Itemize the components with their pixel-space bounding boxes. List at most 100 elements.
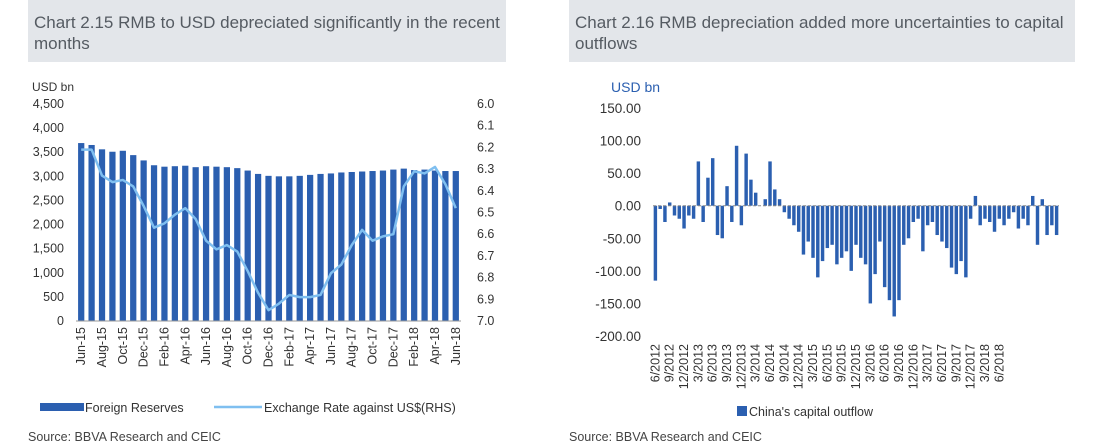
outflow-bar [706,177,710,206]
x-tick-label: Dec-16 [262,327,276,367]
y2-tick-label: 6.4 [477,184,494,198]
y-tick-label: 500 [43,290,64,304]
reserves-bar [213,166,220,321]
reserves-bar [338,172,345,321]
outflow-bar [968,205,973,219]
legend-label-outflow: China's capital outflow [749,405,874,419]
outflow-bar [653,205,658,281]
x-tick-label: 12/2017 [964,344,978,389]
reserves-bar [78,143,85,321]
y-tick-label: 150.00 [600,101,641,116]
reserves-bar [442,171,449,321]
y-tick-label: -50.00 [603,231,641,246]
legend-label-rate: Exchange Rate against US$(RHS) [264,401,456,415]
outflow-bar [782,205,787,213]
outflow-bar [887,205,892,301]
x-tick-label: 6/2015 [820,344,834,382]
outflow-bar [663,205,667,222]
y2-tick-label: 6.2 [477,140,494,154]
outflow-bar [892,205,896,317]
outflow-bar [949,205,954,268]
source-note: Source: BBVA Research and CEIC [28,430,221,444]
x-tick-label: 3/2016 [863,344,877,382]
reserves-bar [88,144,95,321]
outflow-bar [1035,205,1040,245]
y2-tick-label: 7.0 [477,314,494,328]
outflow-bar [1045,205,1049,236]
outflow-bar [1026,205,1030,226]
outflow-bar [730,205,734,222]
x-tick-label: Oct-17 [366,327,380,365]
reserves-bar [254,173,262,321]
outflow-bar [787,205,791,219]
outflow-bar [935,205,939,236]
outflow-bar [1054,205,1059,236]
outflow-bar [696,161,701,206]
reserves-bar [359,171,366,321]
legend-swatch-outflow [737,406,747,416]
chart-title: Chart 2.16 RMB depreciation added more u… [569,0,1075,62]
x-tick-label: Dec-17 [386,327,400,367]
outflow-bar [792,205,796,226]
outflow-bar [878,205,882,242]
outflow-bar [1016,205,1021,229]
outflow-bar [835,205,839,265]
outflow-bar [763,199,767,206]
exchange-rate-line [81,148,457,312]
x-tick-label: 12/2014 [792,344,806,389]
outflow-bar [691,205,696,219]
x-tick-label: Apr-18 [428,327,442,365]
outflow-bar [854,205,858,245]
outflow-bar [921,205,925,252]
outflow-bar [916,205,920,219]
x-tick-label: Dec-15 [137,327,151,367]
outflow-bar [863,205,868,265]
outflow-bar [773,189,777,206]
outflow-bar [701,205,705,222]
reserves-bar [119,150,126,321]
legend-label-reserves: Foreign Reserves [85,401,184,415]
reserves-bar [130,155,137,321]
reserves-bar [171,166,178,321]
outflow-bar [682,205,686,229]
outflow-bar [1031,195,1035,206]
x-tick-label: 6/2012 [648,344,662,382]
x-tick-label: 6/2018 [992,344,1006,382]
reserves-bar [275,176,283,321]
y-tick-label: 50.00 [607,166,641,181]
y2-tick-label: 6.7 [477,249,494,263]
reserves-bar [98,149,106,321]
y-tick-label: 1,000 [33,266,64,280]
y-tick-label: 1,500 [33,242,64,256]
reserves-bar [431,170,439,321]
reserves-bar [390,169,397,321]
outflow-bar [744,153,748,206]
chart-panel-reserves: Chart 2.15 RMB to USD depreciated signif… [28,0,506,448]
x-tick-label: 3/2018 [978,344,992,382]
x-tick-label: Oct-15 [116,327,130,365]
reserves-bar [140,160,147,321]
outflow-bar [973,195,978,206]
outflow-bar [768,161,772,206]
reserves-chart: USD bn 4,500 4,000 3,500 3,000 2,500 2,000 1,50… [32,80,494,415]
outflow-bar [1040,199,1045,206]
outflow-bar [672,205,677,216]
outflow-bar [677,205,681,219]
x-tick-label: 6/2017 [935,344,949,382]
y-axis-title: USD bn [32,80,74,94]
outflow-bar [1011,205,1016,213]
outflow-bar [844,205,849,252]
reserves-bar [161,166,168,321]
outflow-bar [849,205,853,271]
outflow-bar [801,205,806,255]
y-tick-label: 2,000 [33,218,64,232]
x-tick-label: 9/2017 [949,344,963,382]
outflow-bar [964,205,968,278]
x-tick-label: Aug-17 [345,327,359,367]
outflow-bar [1050,205,1054,226]
x-tick-label: Feb-16 [157,327,171,367]
outflow-bar [930,205,935,222]
outflow-bar [715,205,720,236]
legend-swatch-reserves [40,403,84,411]
reserves-bar [192,167,199,321]
